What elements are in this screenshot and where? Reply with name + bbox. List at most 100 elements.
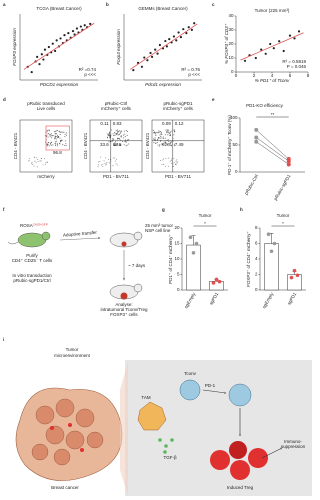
flow-event bbox=[154, 139, 156, 141]
label: Induced Treg bbox=[227, 485, 254, 490]
flow-event bbox=[171, 162, 173, 164]
flow-event bbox=[56, 142, 58, 144]
point bbox=[143, 56, 146, 59]
point bbox=[140, 65, 144, 68]
flow-event bbox=[60, 139, 62, 141]
flow-event bbox=[168, 165, 170, 167]
point bbox=[172, 35, 176, 38]
flow-event bbox=[170, 141, 172, 143]
point bbox=[59, 37, 62, 40]
flow-event bbox=[54, 138, 56, 140]
significance: ** bbox=[271, 112, 275, 117]
flow-event bbox=[168, 132, 170, 134]
flow-event bbox=[114, 160, 116, 162]
flow-event bbox=[170, 131, 172, 133]
step: In vitro transduction bbox=[12, 273, 52, 278]
flow-event bbox=[167, 157, 169, 159]
flow-event bbox=[108, 133, 110, 135]
flow-event bbox=[112, 165, 114, 167]
flow-event bbox=[162, 158, 164, 160]
flow-event bbox=[47, 136, 49, 138]
label: TAM bbox=[141, 395, 150, 400]
flow-event bbox=[168, 143, 170, 145]
point bbox=[297, 30, 301, 33]
y-axis-label: CD4 - BV421 bbox=[83, 132, 88, 159]
flow-event bbox=[116, 158, 118, 160]
flow-event bbox=[114, 157, 116, 159]
x-axis-label: mCherry bbox=[37, 174, 55, 179]
flow-event bbox=[31, 163, 33, 165]
flow-event bbox=[49, 142, 51, 144]
point bbox=[146, 59, 149, 62]
point bbox=[149, 51, 152, 55]
flow-event bbox=[160, 133, 162, 135]
step: pRubic-sgPD1/Ctrl bbox=[13, 278, 50, 283]
chart-title: PD1-KO efficiency bbox=[246, 103, 283, 108]
flow-event bbox=[169, 132, 171, 134]
gate-label: 0.11 bbox=[100, 121, 109, 126]
trendline bbox=[240, 32, 304, 61]
flow-event bbox=[107, 134, 109, 136]
point bbox=[187, 26, 190, 29]
flow-event bbox=[173, 157, 175, 159]
flow-event bbox=[65, 132, 67, 134]
flow-event bbox=[106, 161, 108, 163]
flow-event bbox=[55, 136, 57, 138]
flow-event bbox=[53, 131, 55, 133]
flow-event bbox=[155, 134, 157, 136]
point bbox=[266, 232, 271, 236]
bar bbox=[287, 274, 302, 291]
flow-event bbox=[28, 160, 30, 162]
pair-line bbox=[256, 129, 289, 160]
flow-event bbox=[44, 158, 46, 160]
gate-label: 96.8 bbox=[53, 150, 62, 155]
flow-event bbox=[51, 137, 53, 139]
flow-event bbox=[54, 130, 56, 132]
gate-label: 0.09 bbox=[162, 121, 171, 126]
point bbox=[286, 162, 291, 167]
flow-event bbox=[32, 163, 34, 165]
flow-event bbox=[117, 137, 119, 139]
flow-event bbox=[113, 142, 115, 144]
flow-event bbox=[55, 130, 57, 132]
flow-event bbox=[54, 143, 56, 145]
step: 25 mm³ tumor bbox=[145, 223, 174, 228]
flow-event bbox=[176, 159, 178, 161]
point bbox=[272, 241, 277, 246]
gate-label: 33.6 bbox=[100, 142, 109, 147]
flow-event bbox=[106, 163, 108, 165]
y-tick-label: 20 bbox=[228, 41, 234, 46]
panel-letter: e bbox=[212, 97, 215, 102]
y-tick-label: 5 bbox=[177, 272, 180, 277]
point bbox=[156, 52, 159, 55]
flow-event bbox=[123, 134, 125, 136]
flow-event bbox=[125, 129, 127, 131]
flow-event bbox=[115, 144, 117, 146]
panel-letter: a bbox=[3, 2, 6, 7]
flow-event bbox=[97, 164, 99, 166]
y-axis-label: Foxp3 expression bbox=[116, 29, 121, 65]
flow-event bbox=[59, 137, 61, 139]
flow-event bbox=[125, 141, 127, 143]
flow-event bbox=[37, 159, 39, 161]
flow-event bbox=[159, 159, 161, 161]
point bbox=[217, 279, 222, 284]
point bbox=[83, 24, 86, 27]
flow-event bbox=[33, 165, 35, 167]
gate-label: 92.3 bbox=[162, 142, 171, 147]
flow-event bbox=[160, 135, 162, 137]
flow-event bbox=[114, 133, 116, 135]
flow-event bbox=[57, 137, 59, 139]
point bbox=[193, 22, 196, 25]
flow-event bbox=[153, 142, 155, 144]
flow-event bbox=[124, 136, 126, 138]
flow-event bbox=[152, 132, 154, 134]
flow-event bbox=[29, 158, 31, 160]
point bbox=[182, 28, 185, 31]
point bbox=[79, 25, 82, 28]
flow-event bbox=[100, 156, 102, 158]
flow-event bbox=[55, 140, 57, 142]
x-tick-label: sgPD1 bbox=[208, 291, 219, 306]
y-axis-label: CD4 - BV421 bbox=[145, 132, 150, 159]
flow-event bbox=[122, 140, 124, 142]
